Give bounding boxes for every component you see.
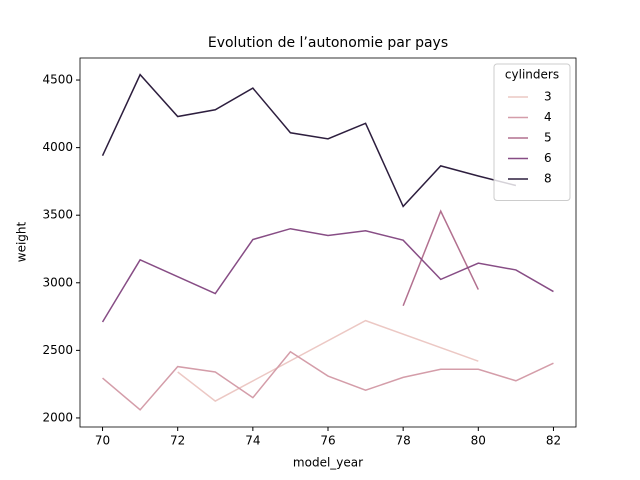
series-line [101,73,517,208]
y-tick-label: 2000 [42,410,73,424]
series-line [101,227,554,323]
legend-label: 5 [544,131,552,145]
x-tick-label: 72 [170,434,185,448]
x-axis-label: model_year [293,456,363,470]
y-tick-label: 3500 [42,208,73,222]
legend-title: cylinders [505,68,559,82]
y-axis-label: weight [15,221,29,262]
chart-title: Evolution de l’autonomie par pays [208,35,448,51]
x-tick-label: 74 [245,434,260,448]
x-tick-label: 70 [95,434,110,448]
series-line [102,350,554,411]
legend-box [493,63,571,201]
y-tick-label: 4000 [42,140,73,154]
legend-label: 4 [544,110,552,124]
y-tick-label: 2500 [42,343,73,357]
legend-label: 8 [544,172,552,186]
legend-label: 6 [544,151,552,165]
legend-label: 3 [544,90,552,104]
x-tick-label: 80 [471,434,486,448]
x-tick-label: 82 [546,434,561,448]
plot-frame [79,57,577,428]
series-line [177,319,479,402]
series-line [402,209,479,307]
x-tick-label: 76 [320,434,335,448]
x-tick-label: 78 [396,434,411,448]
y-tick-label: 4500 [42,73,73,87]
y-tick-label: 3000 [42,275,73,289]
